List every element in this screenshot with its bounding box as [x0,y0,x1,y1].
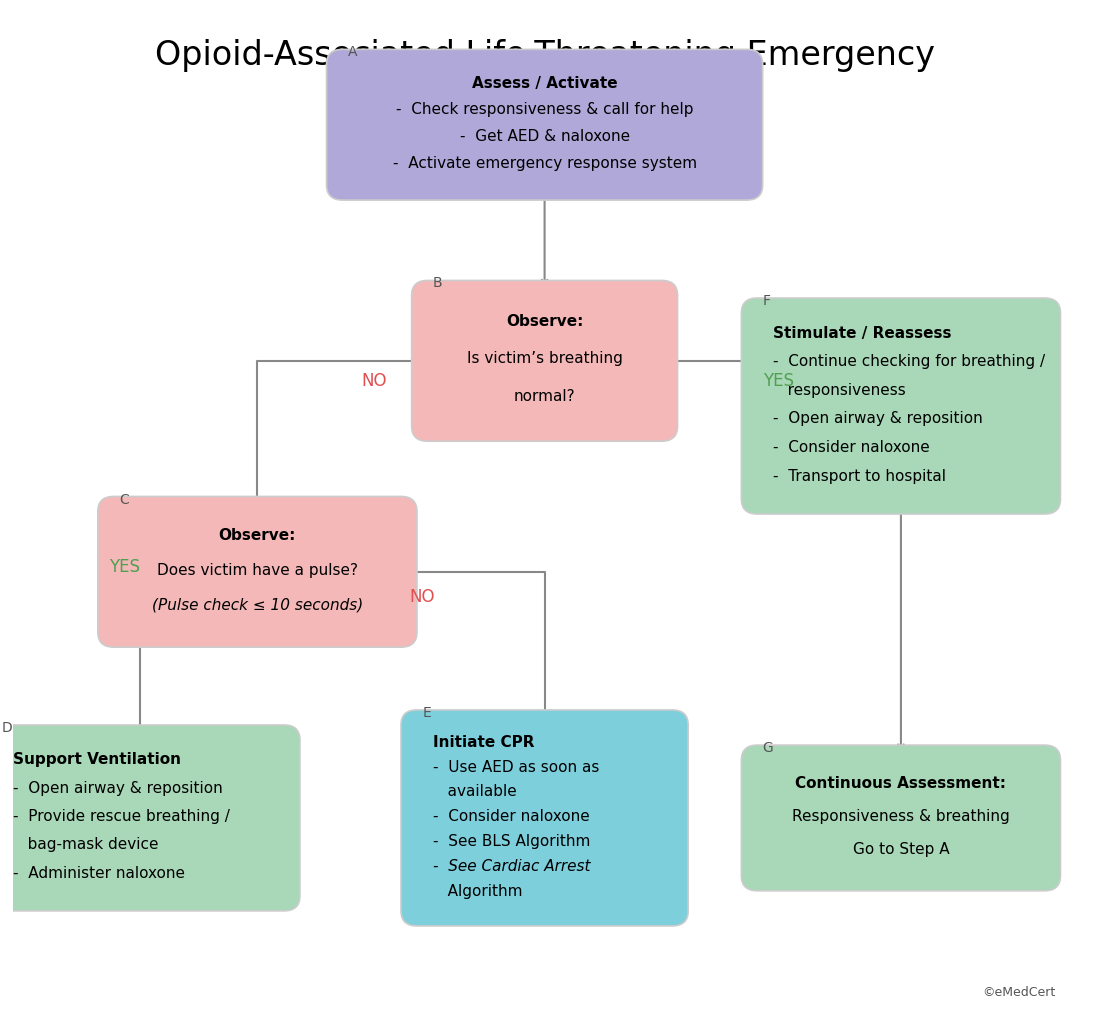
Text: Assess / Activate: Assess / Activate [472,76,617,91]
Text: -  Continue checking for breathing /: - Continue checking for breathing / [773,355,1046,369]
Text: Continuous Assessment:: Continuous Assessment: [796,776,1006,791]
Text: B: B [433,277,442,291]
Text: C: C [120,492,129,506]
Text: Algorithm: Algorithm [433,883,522,899]
Text: -  Open airway & reposition: - Open airway & reposition [13,781,223,796]
FancyBboxPatch shape [401,710,688,926]
Text: -  See Cardiac Arrest: - See Cardiac Arrest [433,859,591,874]
Text: Stimulate / Reassess: Stimulate / Reassess [773,325,952,340]
FancyBboxPatch shape [98,496,417,647]
FancyBboxPatch shape [741,298,1060,514]
Text: Observe:: Observe: [506,314,583,329]
Text: -  Transport to hospital: - Transport to hospital [773,469,946,483]
Text: F: F [762,294,771,308]
Text: NO: NO [361,372,387,390]
Text: A: A [348,46,357,60]
Text: -  See BLS Algorithm: - See BLS Algorithm [433,834,591,849]
Text: D: D [2,721,13,735]
Text: Support Ventilation: Support Ventilation [13,753,181,768]
Text: Opioid-Associated Life-Threatening Emergency
Algorithm: Opioid-Associated Life-Threatening Emerg… [155,40,934,110]
Text: Responsiveness & breathing: Responsiveness & breathing [792,808,1009,824]
Text: E: E [422,706,431,720]
Text: -  Use AED as soon as: - Use AED as soon as [433,760,599,775]
Text: YES: YES [763,372,794,390]
Text: Does victim have a pulse?: Does victim have a pulse? [157,562,358,577]
Text: Go to Step A: Go to Step A [853,842,950,857]
Text: -  Consider naloxone: - Consider naloxone [433,809,589,825]
FancyBboxPatch shape [741,746,1060,890]
Text: -  Get AED & naloxone: - Get AED & naloxone [460,130,629,144]
Text: NO: NO [410,588,435,606]
FancyBboxPatch shape [0,725,300,911]
Text: -  Activate emergency response system: - Activate emergency response system [392,156,697,171]
Text: (Pulse check ≤ 10 seconds): (Pulse check ≤ 10 seconds) [152,597,363,612]
Text: -  Check responsiveness & call for help: - Check responsiveness & call for help [396,102,694,118]
Text: Initiate CPR: Initiate CPR [433,734,534,750]
Text: -  Open airway & reposition: - Open airway & reposition [773,411,983,426]
Text: normal?: normal? [514,389,575,404]
Text: -  Provide rescue breathing /: - Provide rescue breathing / [13,809,229,824]
Text: Is victim’s breathing: Is victim’s breathing [466,352,623,367]
Text: YES: YES [109,558,140,575]
Text: available: available [433,784,516,799]
Text: -  Consider naloxone: - Consider naloxone [773,440,930,455]
FancyBboxPatch shape [412,281,678,442]
Text: -  Administer naloxone: - Administer naloxone [13,866,185,880]
FancyBboxPatch shape [327,50,762,201]
Text: ©eMedCert: ©eMedCert [982,986,1055,999]
Text: Observe:: Observe: [218,528,296,543]
Text: responsiveness: responsiveness [773,383,906,398]
Text: bag-mask device: bag-mask device [13,838,158,852]
Text: G: G [762,742,773,755]
